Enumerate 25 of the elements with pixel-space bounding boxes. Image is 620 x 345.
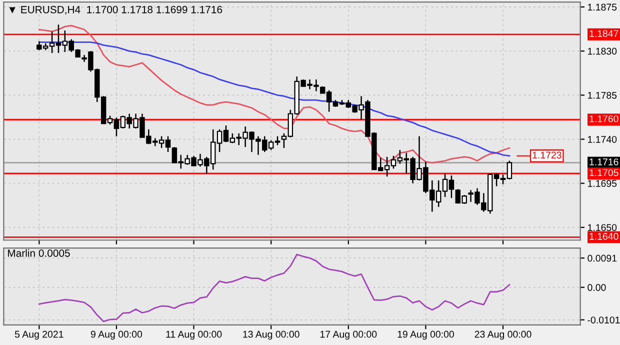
y-tick-label: 1.1695 — [588, 180, 617, 187]
x-tick-label: 13 Aug 00:00 — [243, 330, 300, 340]
x-tick-label: 5 Aug 2021 — [14, 330, 64, 340]
y-tick-label: 1.1785 — [588, 92, 617, 99]
y-tick-label: 0.00 — [588, 284, 606, 291]
ref-line-label: 1.1847 — [590, 30, 618, 38]
text: 1.1723 — [532, 152, 562, 158]
x-tick-label: 11 Aug 00:00 — [166, 330, 222, 340]
line-series — [38, 42, 510, 157]
y-tick-label: 0.0091 — [588, 254, 617, 262]
ref-line-label: 1.1716 — [590, 158, 618, 166]
y-tick-label: -0.0101 — [588, 316, 620, 324]
y-tick-label: 1.1875 — [588, 4, 617, 11]
y-tick-label: 1.1740 — [588, 136, 617, 143]
chart-title: Marlin 0.0005 — [8, 249, 70, 257]
x-tick-label: 23 Aug 00:00 — [474, 330, 532, 340]
ref-line-label: 1.1760 — [590, 115, 618, 122]
chart-title: ▼ EURUSD,H4 1.1700 1.1718 1.1699 1.1716 — [9, 6, 222, 15]
y-tick-label: 1.1830 — [588, 48, 617, 55]
x-tick-label: 19 Aug 00:00 — [398, 330, 454, 340]
x-tick-label: 17 Aug 00:00 — [320, 330, 377, 340]
ref-line-label: 1.1705 — [590, 169, 618, 176]
x-tick-label: 9 Aug 00:00 — [90, 330, 142, 340]
y-tick-label: 1.1650 — [588, 224, 617, 232]
ref-line-label: 1.1640 — [590, 232, 618, 240]
